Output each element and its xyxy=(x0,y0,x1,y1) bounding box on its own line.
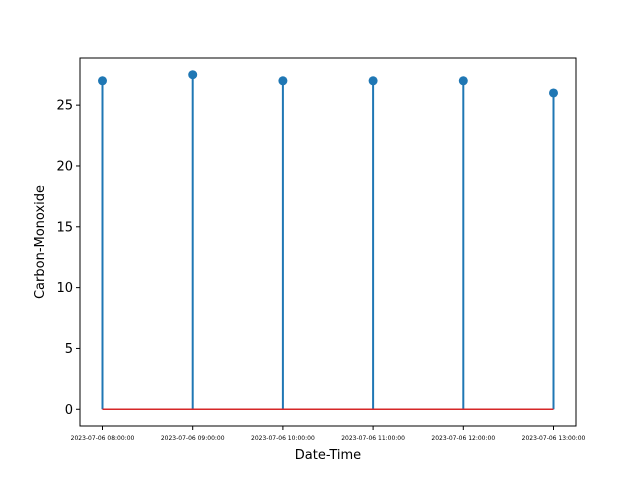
y-tick-label: 25 xyxy=(56,99,73,114)
series-markers xyxy=(98,70,558,98)
y-axis-label: Carbon-Monoxide xyxy=(33,185,48,299)
data-point xyxy=(368,76,378,86)
y-tick-label: 10 xyxy=(56,281,73,296)
x-tick-label: 2023-07-06 08:00:00 xyxy=(71,435,135,442)
x-axis-ticks: 2023-07-06 08:00:00 2023-07-06 09:00:00 20… xyxy=(71,426,586,442)
data-point xyxy=(188,70,198,80)
y-tick-label: 5 xyxy=(65,342,73,357)
y-tick-label: 20 xyxy=(56,159,73,174)
y-tick-label: 0 xyxy=(65,403,73,418)
x-tick-label: 2023-07-06 09:00:00 xyxy=(161,435,225,442)
x-tick-label: 2023-07-06 10:00:00 xyxy=(251,435,315,442)
data-point xyxy=(549,88,558,98)
plot-area xyxy=(79,57,577,427)
y-axis-ticks: 0 5 10 15 20 25 xyxy=(56,99,80,418)
data-point xyxy=(278,76,288,86)
x-axis-label: Date-Time xyxy=(295,448,361,463)
y-tick-label: 15 xyxy=(56,220,73,235)
data-point xyxy=(98,76,107,86)
series-stems xyxy=(101,74,555,411)
x-tick-label: 2023-07-06 12:00:00 xyxy=(431,435,495,442)
data-point xyxy=(458,76,468,86)
x-tick-label: 2023-07-06 11:00:00 xyxy=(341,435,405,442)
x-tick-label: 2023-07-06 13:00:00 xyxy=(522,435,586,442)
